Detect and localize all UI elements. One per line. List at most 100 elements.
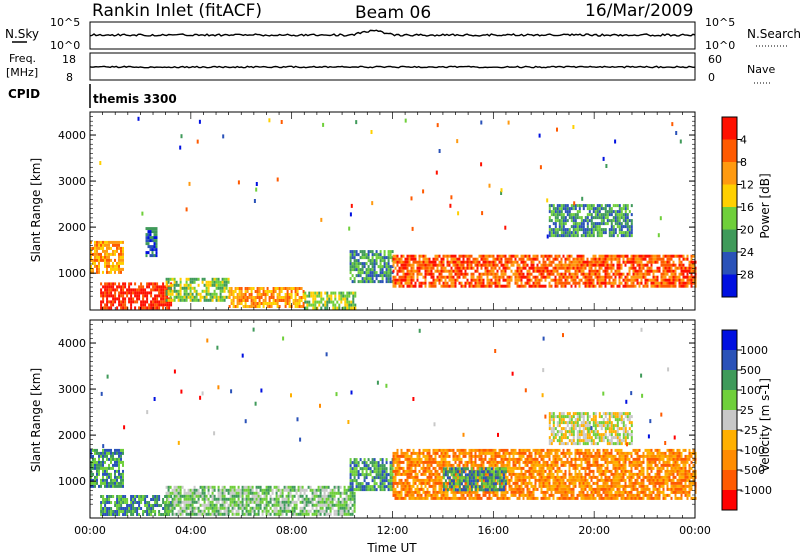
- scatter-cell: [462, 463, 465, 467]
- scatter-cell: [605, 164, 608, 168]
- scatter-cell: [454, 472, 457, 476]
- scatter-cell: [678, 266, 681, 270]
- scatter-cell: [548, 284, 551, 288]
- scatter-cell: [490, 254, 493, 258]
- scatter-cell: [351, 461, 354, 465]
- scatter-cell: [616, 204, 619, 208]
- scatter-cell: [400, 281, 403, 285]
- scatter-cell: [422, 478, 425, 482]
- scatter-cell: [536, 263, 539, 267]
- scatter-cell: [596, 257, 599, 261]
- scatter-cell: [618, 216, 621, 220]
- scatter-cell: [558, 225, 561, 229]
- scatter-cell: [612, 281, 615, 285]
- scatter-cell: [381, 467, 384, 471]
- scatter-cell: [470, 496, 473, 500]
- scatter-cell: [402, 284, 405, 288]
- scatter-cell: [90, 481, 92, 485]
- scatter-cell: [614, 213, 617, 217]
- scatter-cell: [371, 485, 374, 489]
- scatter-cell: [618, 228, 621, 232]
- scatter-cell: [518, 272, 521, 276]
- scatter-cell: [350, 300, 353, 304]
- scatter-cell: [636, 278, 639, 282]
- scatter-cell: [375, 256, 378, 260]
- scatter-cell: [416, 275, 419, 279]
- scatter-cell: [418, 457, 421, 461]
- scatter-cell: [377, 461, 380, 465]
- scatter-cell: [339, 506, 342, 510]
- scatter-cell: [154, 306, 157, 310]
- scatter-cell: [484, 269, 487, 273]
- scatter-cell: [189, 503, 192, 507]
- scatter-cell: [241, 506, 244, 510]
- scatter-cell: [236, 296, 239, 299]
- scatter-cell: [618, 281, 621, 285]
- scatter-cell: [452, 260, 455, 264]
- scatter-cell: [102, 466, 104, 470]
- scatter-cell: [256, 293, 259, 296]
- beam-label: Beam 06: [355, 3, 431, 23]
- scatter-cell: [292, 302, 295, 305]
- scatter-cell: [171, 506, 174, 510]
- scatter-cell: [396, 278, 399, 282]
- scatter-cell: [150, 303, 153, 307]
- cpid-label: CPID: [8, 87, 40, 101]
- scatter-cell: [472, 466, 475, 470]
- scatter-cell: [155, 248, 158, 252]
- scatter-cell: [128, 297, 131, 301]
- scatter-cell: [329, 503, 332, 507]
- scatter-cell: [100, 288, 103, 292]
- scatter-cell: [239, 491, 242, 495]
- scatter-cell: [666, 269, 669, 273]
- scatter-cell: [400, 284, 403, 288]
- scatter-cell: [187, 277, 190, 281]
- scatter-cell: [316, 306, 319, 310]
- scatter-cell: [130, 297, 133, 301]
- scatter-cell: [460, 266, 463, 270]
- scatter-cell: [418, 481, 421, 485]
- scatter-cell: [221, 289, 224, 293]
- scatter-cell: [100, 252, 102, 256]
- scatter-cell: [406, 448, 409, 452]
- scatter-cell: [394, 478, 397, 482]
- scatter-cell: [402, 460, 405, 464]
- scatter-cell: [319, 512, 322, 516]
- scatter-cell: [436, 275, 439, 279]
- scatter-cell: [112, 457, 114, 461]
- scatter-cell: [574, 260, 577, 264]
- scatter-cell: [265, 500, 268, 504]
- scatter-cell: [179, 298, 182, 302]
- scatter-cell: [158, 495, 161, 498]
- scatter-cell: [590, 263, 593, 267]
- scatter-cell: [291, 500, 294, 504]
- scatter-cell: [474, 448, 477, 452]
- scatter-cell: [654, 254, 657, 258]
- scatter-cell: [128, 288, 131, 292]
- scatter-cell: [323, 503, 326, 507]
- scatter-cell: [301, 500, 304, 504]
- scatter-cell: [460, 263, 463, 267]
- scatter-cell: [120, 246, 122, 250]
- scatter-cell: [209, 494, 212, 498]
- scatter-cell: [598, 275, 601, 279]
- scatter-cell: [191, 280, 194, 284]
- scatter-cell: [265, 485, 268, 489]
- scatter-cell: [383, 482, 386, 486]
- scatter-cell: [522, 257, 525, 261]
- scatter-cell: [392, 475, 395, 479]
- scatter-cell: [379, 479, 382, 483]
- scatter-cell: [209, 280, 212, 284]
- scatter-cell: [215, 283, 218, 287]
- scatter-cell: [576, 231, 579, 235]
- scatter-cell: [322, 303, 325, 307]
- scatter-cell: [670, 272, 673, 276]
- scatter-cell: [138, 288, 141, 292]
- scatter-cell: [262, 287, 265, 290]
- scatter-cell: [339, 503, 342, 507]
- scatter-cell: [570, 207, 573, 211]
- scatter-cell: [626, 231, 629, 235]
- scatter-cell: [289, 488, 292, 492]
- scatter-cell: [258, 305, 261, 308]
- scatter-cell: [311, 512, 314, 516]
